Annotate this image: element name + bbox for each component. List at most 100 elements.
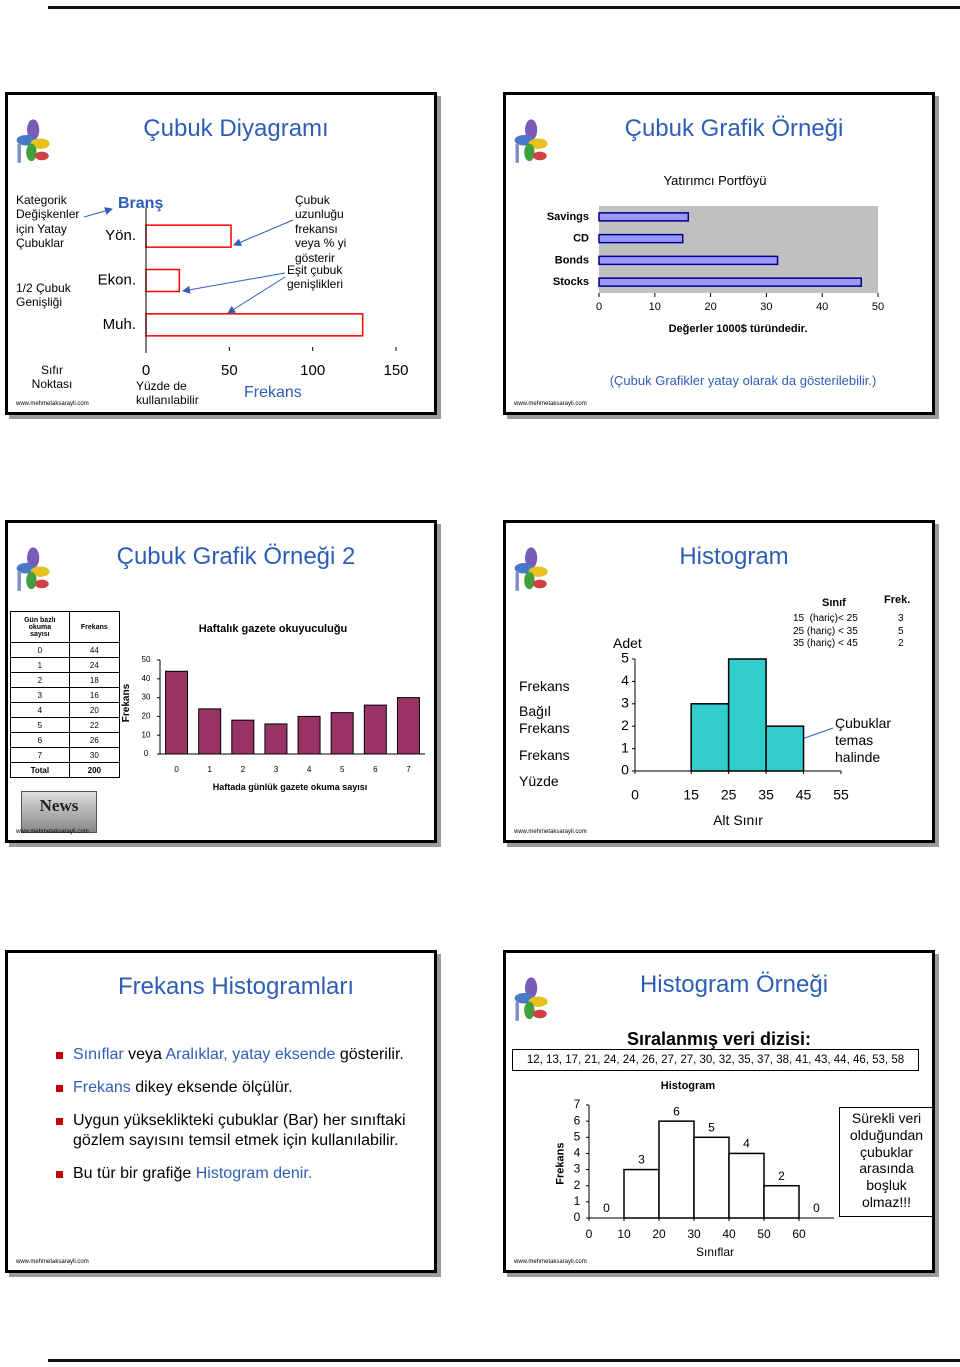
class-frequency: 5 [898,625,904,637]
class-label: 15 (hariç)< 25 [793,613,858,624]
y-tick-label: 3 [621,695,629,711]
bar [145,313,364,337]
x-tick-label: 0 [586,1227,593,1241]
histogram-bar [763,1184,800,1219]
note: Çubuk uzunluğu frekansı veya % yi göster… [295,193,347,265]
table-cell: 1 [10,657,70,673]
data-label: 5 [708,1120,715,1134]
slide: 0 10 20 30 40 50 0 1 2 3 4 5 6 7 Çubuk Grafik Örneği … [5,520,437,843]
x-tick-label: 60 [792,1227,806,1241]
x-tick-label: 5 [340,765,345,774]
histogram-bar [623,1168,660,1219]
y-tick-label: 5 [574,1129,581,1143]
bottom-rule [48,1359,960,1362]
category-label: Ekon. [98,271,136,288]
x-tick-label: 6 [373,765,378,774]
bar [598,255,779,266]
side-label: Frekans [519,678,570,694]
side-label: Bağıl Frekans [519,703,570,736]
x-tick-label: 2 [241,765,246,774]
bar [598,212,690,222]
bullet: Sınıflar veya Aralıklar, yatay eksende g… [56,1045,406,1066]
x-tick-label: 40 [816,301,828,313]
x-tick-label: 150 [383,362,408,379]
bar [598,233,684,244]
x-tick-label: 40 [722,1227,736,1241]
y-axis-label: Frekans [121,683,132,723]
bullet-text: Aralıklar, yatay eksende [165,1046,336,1063]
y-tick-label: 20 [142,712,151,721]
note: 1/2 Çubuk Genişliği [16,281,71,310]
slide-title: Frekans Histogramları [117,973,355,1000]
class-frequency: 2 [898,638,904,649]
category-label: CD [573,233,589,245]
data-label: 4 [743,1137,750,1151]
bullet-text: Sınıflar [73,1046,124,1063]
side-label: Yüzde [519,773,559,789]
data-label: 0 [603,1201,610,1215]
arrow [83,207,113,218]
x-tick-label: 10 [617,1227,631,1241]
x-tick-label: 50 [221,362,238,379]
y-tick-label: 6 [574,1113,581,1127]
bar [198,708,222,755]
category-label: Yön. [105,227,136,244]
chart-title: Haftalık gazete okuyuculuğu [198,623,348,635]
table-row: 6 26 [10,732,121,748]
bullet-text: Bu tür bir grafiğe [73,1165,196,1183]
chart-title: Yatırımcı Portföyü [663,173,767,188]
table-cell: 4 [10,702,70,718]
chart-title: Histogram [660,1080,716,1092]
slide: Frekans Histogramları Sınıflar veya Aral… [5,950,437,1273]
x-tick-label: 0 [142,362,150,379]
arrow [182,272,286,294]
y-tick-label: 0 [144,749,149,758]
x-tick-label: 35 [758,787,774,803]
y-tick-label: 4 [574,1146,581,1160]
chart: 0 10 20 30 40 50 Savings CD Bonds Stocks [547,206,884,313]
category-label: Savings [547,211,589,223]
slide: 0 1 2 3 4 5 0 15 25 35 45 55 Histogram Frekans Bağı… [503,520,935,843]
y-tick-label: 40 [142,674,151,683]
slide-title: Histogram Örneği [639,971,829,998]
data-label: 6 [673,1104,680,1118]
slide: 0 50 100 150 Yön. Ekon. Muh. Çubuk Diyagramı K… [5,92,437,415]
slide-title: Çubuk Grafik Örneği [624,115,844,142]
table-cell: 0 [10,642,70,658]
bar [145,268,181,293]
x-axis-label: Alt Sınır [713,812,763,828]
subtitle: Sıralanmış veri dizisi: [626,1029,812,1049]
histogram-bar [658,1120,695,1219]
arrow [233,219,294,246]
category-label: Bonds [555,254,589,266]
x-tick-label: 30 [687,1227,701,1241]
x-tick-label: 4 [307,765,312,774]
y-axis-label: Adet [613,635,642,651]
class-frequency: 3 [898,613,904,624]
x-axis-label: Sınıflar [695,1245,734,1259]
arrows [83,207,294,314]
note: Sıfır Noktası [31,363,73,392]
bar [598,277,863,287]
y-tick-label: 7 [574,1097,581,1111]
table-cell: 3 [10,687,70,703]
url: www.mehmetaksarayli.com [16,829,89,835]
histogram-bar [690,703,730,772]
y-tick-label: 4 [621,672,629,688]
bullet-text: Frekans [73,1078,131,1096]
data-label: 2 [778,1169,785,1183]
x-axis-label: Haftada günlük gazete okuma sayısı [212,782,368,792]
data-label: 3 [638,1153,645,1167]
url: www.mehmetaksarayli.com [16,401,89,407]
x-tick-label: 1 [207,765,212,774]
top-rule [48,6,960,9]
y-tick-label: 50 [142,655,151,664]
x-tick-label: 50 [757,1227,771,1241]
y-tick-label: 30 [142,693,151,702]
note: Kategorik Değişkenler için Yatay Çubukla… [16,193,80,251]
x-tick-label: 10 [649,301,661,313]
bar [165,670,189,755]
bullet-text: Histogram denir. [195,1165,313,1183]
note: Yüzde de kullanılabilir [136,379,199,408]
